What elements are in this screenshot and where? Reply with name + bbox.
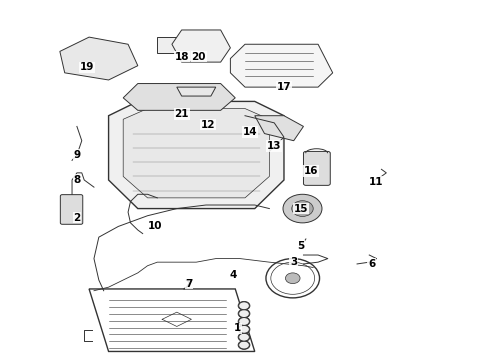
Text: 16: 16 [303,166,318,176]
Text: 17: 17 [277,82,291,92]
Text: 2: 2 [74,212,80,222]
Text: 8: 8 [74,175,80,185]
FancyBboxPatch shape [303,152,330,185]
Circle shape [239,341,249,349]
Circle shape [239,310,249,318]
Polygon shape [60,37,138,80]
Text: 15: 15 [294,203,308,213]
Polygon shape [123,84,235,111]
Text: 10: 10 [147,221,162,231]
Text: 5: 5 [297,241,305,251]
Text: 3: 3 [290,257,297,267]
Text: 20: 20 [192,52,206,62]
Circle shape [239,318,249,325]
Polygon shape [123,109,270,198]
Circle shape [239,325,249,333]
Text: 4: 4 [229,270,237,280]
Polygon shape [255,116,303,141]
Circle shape [283,194,322,223]
Polygon shape [230,44,333,87]
Polygon shape [172,30,230,62]
Circle shape [292,201,313,216]
Text: 18: 18 [174,52,189,62]
Text: 9: 9 [74,150,80,160]
Text: 14: 14 [243,127,257,137]
Text: 21: 21 [174,109,189,119]
Polygon shape [177,87,216,96]
Text: 11: 11 [369,177,384,187]
Circle shape [239,302,249,310]
Text: 7: 7 [185,279,193,289]
Text: 13: 13 [267,141,281,151]
Text: 1: 1 [234,323,241,333]
Circle shape [286,273,300,284]
Polygon shape [109,102,284,208]
Text: 6: 6 [368,259,375,269]
Text: 19: 19 [79,63,94,72]
Polygon shape [157,37,196,53]
Text: 12: 12 [201,120,216,130]
Circle shape [239,333,249,341]
FancyBboxPatch shape [60,195,83,224]
